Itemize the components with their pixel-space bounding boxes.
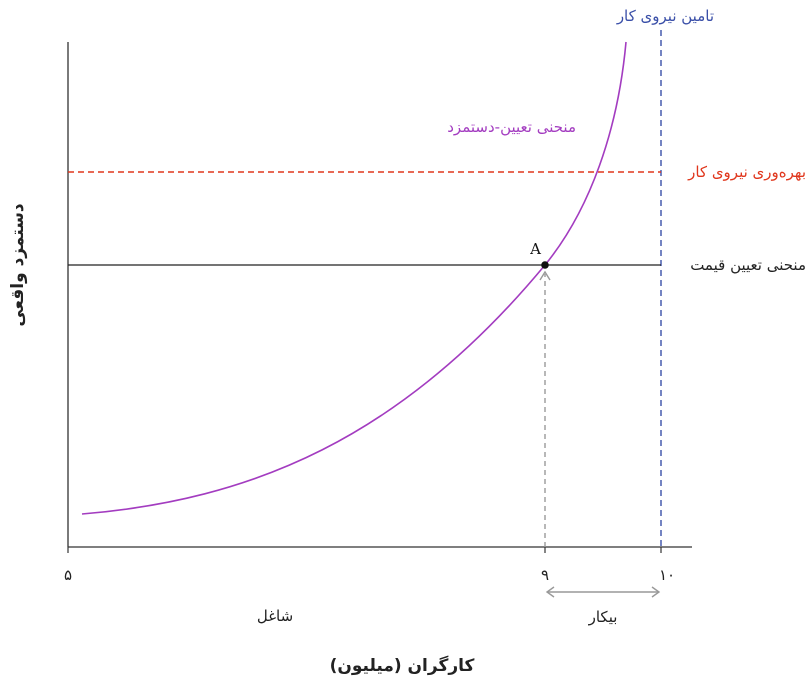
wage-setting-label: منحنی تعیین-دستمزد — [447, 118, 576, 136]
employment-arrowhead — [539, 270, 551, 281]
price-setting-label: منحنی تعیین قیمت — [690, 256, 806, 274]
wage-setting-curve — [81, 41, 627, 515]
x-axis-title: کارگران (میلیون) — [330, 655, 475, 676]
x-tick-label-5: ۵ — [64, 566, 72, 584]
y-axis-title: دستمزد واقعی — [8, 203, 28, 327]
point-a-label: A — [529, 240, 541, 258]
x-tick-label-9: ۹ — [541, 566, 549, 584]
unemployed-arrow-right — [651, 586, 661, 598]
employed-label: شاغل — [257, 607, 293, 625]
x-tick-label-10: ۱۰ — [659, 566, 675, 584]
productivity-label: بهره‌وری نیروی کار — [687, 163, 806, 181]
point-a — [541, 261, 549, 269]
labour-supply-label: تامین نیروی کار — [616, 7, 714, 25]
unemployed-label: بیکار — [588, 608, 618, 626]
unemployed-arrow-left — [545, 586, 555, 598]
